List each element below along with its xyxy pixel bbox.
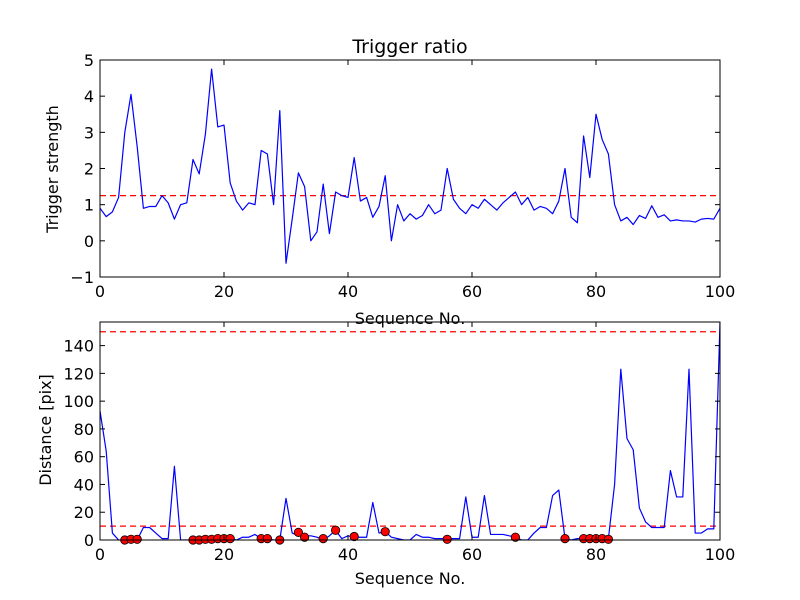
top-chart-title: Trigger ratio [351, 36, 467, 58]
top-x-tick-label: 20 [214, 282, 234, 301]
top-y-tick-label: 2 [84, 160, 94, 179]
bottom-marker-point [510, 532, 521, 542]
bottom-marker-point [132, 534, 142, 544]
bottom-series-line-0 [100, 322, 720, 540]
top-x-tick-label: 80 [586, 282, 606, 301]
top-y-tick-label: −1 [70, 268, 94, 287]
top-y-tick-label: 0 [84, 232, 94, 251]
bottom-y-tick-label: 0 [84, 531, 94, 550]
bottom-chart: Sequence No. Distance [pix] 0 20 40 60 80 100… [36, 321, 736, 588]
top-axes-frame [99, 59, 721, 278]
bottom-y-tick-label: 120 [63, 364, 94, 383]
top-x-tick-label: 100 [705, 282, 736, 301]
top-x-tick-label: 0 [95, 282, 105, 301]
top-series-line-0 [100, 68, 720, 264]
top-y-tick-label: 1 [84, 196, 94, 215]
top-plot-area [100, 68, 720, 264]
bottom-marker-point [560, 534, 570, 544]
top-y-tick-label: 3 [84, 123, 94, 142]
bottom-y-axis-label: Distance [pix] [36, 374, 55, 486]
bottom-x-axis-label: Sequence No. [355, 569, 466, 588]
bottom-plot-area [100, 322, 720, 540]
bottom-marker-point [603, 534, 614, 544]
bottom-x-tick-label: 60 [462, 545, 482, 564]
bottom-marker-point [318, 534, 328, 544]
bottom-x-tick-label: 100 [705, 545, 736, 564]
top-x-axis-label: Sequence No. [355, 309, 466, 328]
top-x-tick-label: 40 [338, 282, 358, 301]
bottom-marker-point [293, 527, 303, 537]
bottom-x-tick-label: 0 [95, 545, 105, 564]
bottom-y-tick-label: 100 [63, 392, 94, 411]
bottom-y-tick-label: 80 [74, 420, 94, 439]
bottom-marker-point [349, 531, 359, 542]
bottom-y-tick-label: 60 [74, 448, 94, 467]
bottom-x-tick-label: 80 [586, 545, 606, 564]
top-x-tick-label: 60 [462, 282, 482, 301]
bottom-y-tick-label: 20 [74, 503, 94, 522]
bottom-marker-point [262, 534, 272, 544]
bottom-marker-point [299, 532, 310, 542]
top-y-axis-label: Trigger strength [43, 105, 62, 234]
bottom-marker-point [442, 534, 452, 544]
top-y-tick-label: 5 [84, 51, 94, 70]
bottom-x-tick-label: 20 [214, 545, 234, 564]
bottom-axes-frame [99, 321, 721, 541]
bottom-marker-point [225, 534, 235, 544]
bottom-marker-point [330, 525, 341, 535]
top-chart: Trigger ratio Sequence No. Trigger stren… [43, 36, 735, 328]
top-y-tick-label: 4 [84, 87, 94, 106]
bottom-y-tick-label: 140 [63, 337, 94, 356]
bottom-x-tick-label: 40 [338, 545, 358, 564]
bottom-y-tick-label: 40 [74, 475, 94, 494]
bottom-marker-point [380, 527, 390, 537]
